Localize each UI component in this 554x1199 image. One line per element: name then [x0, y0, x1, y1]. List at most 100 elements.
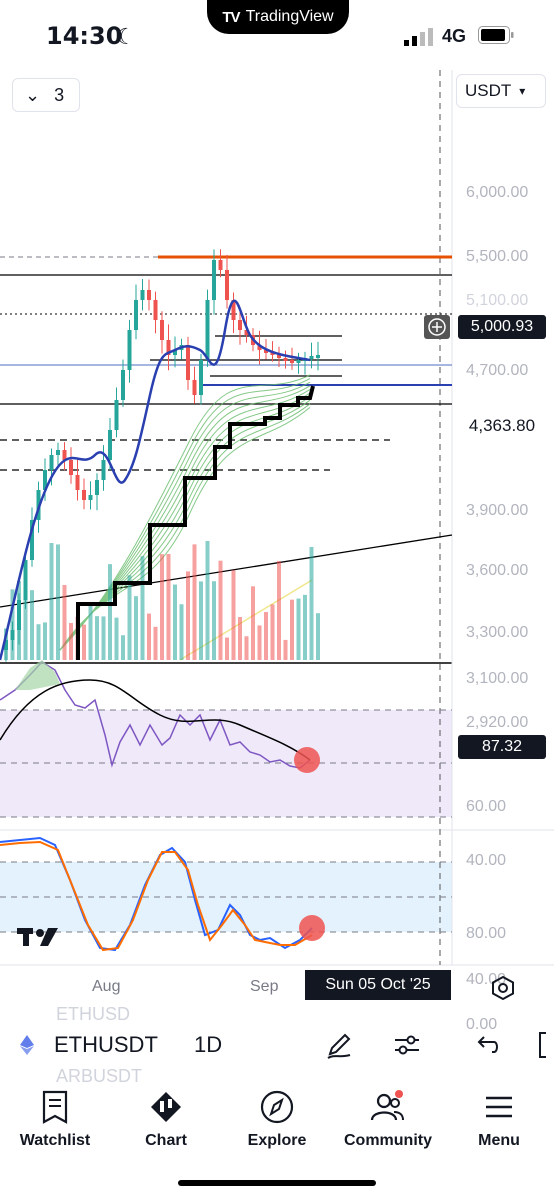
volume-bar [244, 636, 249, 660]
candle-body [95, 480, 99, 495]
currency-selector[interactable]: USDT ▾ [456, 74, 546, 108]
add-alert-button[interactable] [424, 315, 450, 339]
candle-body [244, 330, 249, 335]
volume-bar [134, 596, 138, 660]
nav-community[interactable]: Community [333, 1090, 443, 1150]
candle-body [205, 300, 210, 360]
volume-bar [88, 604, 93, 660]
candle-body [309, 356, 314, 359]
volume-bar [192, 544, 197, 660]
symbol-suggestion[interactable]: ETHUSD [56, 1004, 131, 1024]
tradingview-watermark-icon [17, 928, 58, 946]
rsi-line [0, 661, 311, 769]
volume-bar [62, 584, 67, 660]
price-axis-label: 3,600.00 [466, 562, 529, 579]
nav-label: Community [344, 1132, 432, 1149]
candle-body [88, 495, 93, 500]
rsi-ma-line [0, 679, 311, 761]
candle-body [160, 320, 164, 340]
volume-bar [101, 616, 106, 660]
rsi-signal-dot [294, 747, 320, 773]
time-axis-label: Sep [250, 978, 279, 995]
stoch-axis-label: 80.00 [466, 925, 507, 942]
volume-bar [225, 637, 229, 660]
volume-bar [49, 543, 54, 660]
volume-bar [108, 564, 112, 660]
chevron-down-icon: ⌄ [25, 84, 41, 105]
nav-explore[interactable]: Explore [222, 1090, 332, 1150]
collapse-indicators-button[interactable]: ⌄ 3 [12, 78, 80, 112]
indicator-sliders-icon[interactable] [392, 1030, 422, 1060]
volume-bar [316, 613, 320, 660]
symbol-suggestion[interactable]: ARBUSDT [56, 1066, 143, 1086]
volume-bar [23, 561, 28, 660]
volume-bar [121, 635, 125, 660]
trendline [0, 534, 453, 608]
eth-icon [20, 1035, 34, 1055]
plus-circle-icon [428, 318, 446, 336]
rsi-overbought-fill [15, 660, 60, 690]
ema-line [0, 299, 311, 661]
nav-watchlist[interactable]: Watchlist [0, 1090, 110, 1150]
stoch-axis-label: 0.00 [466, 1016, 498, 1033]
home-indicator [178, 1180, 376, 1186]
volume-bar [199, 581, 203, 660]
volume-bar [186, 571, 190, 660]
price-axis-label: 3,300.00 [466, 624, 529, 641]
currency-label: USDT [465, 81, 512, 100]
candle-body [270, 352, 275, 355]
watchlist-icon [42, 1090, 68, 1124]
candle-body [257, 345, 262, 350]
volume-bar [205, 540, 210, 660]
chart-settings-icon[interactable] [490, 975, 516, 1001]
candle-body [75, 475, 80, 490]
rsi-axis-label: 40.00 [466, 852, 507, 869]
volume-bar [179, 604, 184, 660]
candle-body [166, 340, 171, 355]
price-axis-label: 5,500.00 [466, 248, 529, 265]
candle-body [199, 360, 203, 395]
candle-body [147, 290, 151, 300]
crosshair-date-tag: Sun 05 Oct '25 [305, 970, 451, 1000]
app-name: TradingView [245, 8, 334, 25]
candle-body [231, 300, 236, 320]
volume-bar [43, 622, 47, 660]
volume-bar [303, 594, 307, 660]
pencil-icon[interactable] [324, 1030, 354, 1060]
community-icon [370, 1090, 404, 1121]
candle-body [56, 450, 60, 455]
volume-bar [296, 598, 301, 660]
interval-selector[interactable]: 1D [194, 1032, 223, 1057]
price-axis-label: 6,000.00 [466, 184, 529, 201]
volume-bar [160, 554, 164, 660]
candle-body [296, 360, 301, 363]
nav-label: Chart [145, 1132, 187, 1149]
volume-bar [127, 575, 132, 660]
candle-body [283, 358, 288, 361]
candle-body [192, 380, 197, 395]
candle-body [127, 330, 132, 370]
candle-body [17, 600, 21, 630]
symbol-selector[interactable]: ETHUSDT [54, 1032, 158, 1057]
chart-area[interactable]: 6,000.00 5,500.00 5,100.00 4,700.00 3,90… [0, 70, 554, 1033]
clock: 14:30 [46, 22, 123, 50]
volume-bar [153, 626, 158, 660]
candle-body [108, 430, 112, 460]
candle-body [121, 370, 125, 400]
chart-canvas[interactable] [0, 70, 554, 1008]
volume-bar [257, 625, 262, 660]
candle-body [4, 640, 8, 650]
candle-body [277, 355, 281, 358]
undo-icon[interactable] [472, 1030, 502, 1060]
chevron-down-icon: ▾ [519, 84, 526, 98]
candle-body [316, 355, 320, 358]
volume-bar [36, 624, 41, 660]
candle-body [23, 560, 28, 600]
tradingview-logo-icon: TV [222, 8, 240, 26]
nav-chart[interactable]: Chart [111, 1090, 221, 1150]
status-bar: 14:30 ☾ TV TradingView 4G [0, 0, 554, 70]
volume-bar [147, 613, 151, 660]
fullscreen-icon[interactable] [536, 1030, 554, 1060]
volume-bar [166, 553, 171, 660]
nav-menu[interactable]: Menu [444, 1090, 554, 1150]
